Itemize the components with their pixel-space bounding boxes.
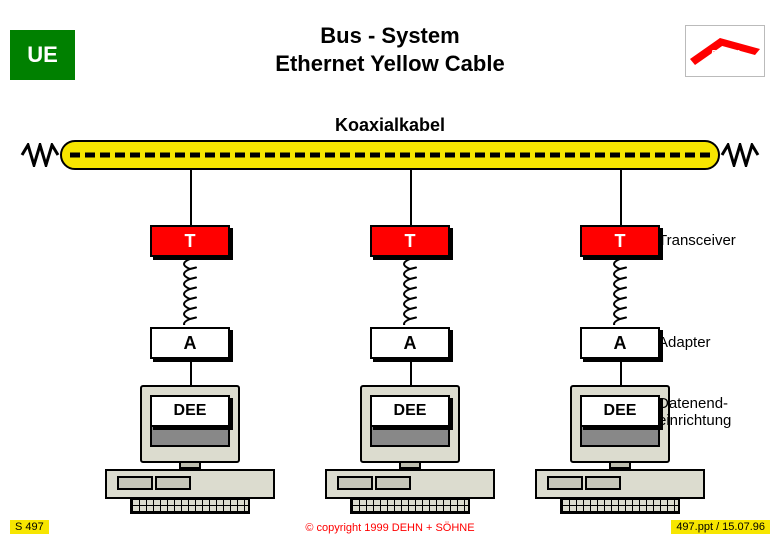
- terminator-right-icon: [720, 143, 760, 167]
- drop-cable-coil-icon: [180, 259, 200, 325]
- transceiver-box: T: [580, 225, 660, 257]
- dehn-logo-icon: DEHN: [690, 32, 760, 70]
- adapter-box: A: [150, 327, 230, 359]
- drop-line: [620, 170, 622, 225]
- legend-adapter: Adapter: [658, 334, 711, 351]
- transceiver-box: T: [370, 225, 450, 257]
- keyboard-icon: [130, 498, 250, 514]
- computer-base: [535, 469, 705, 499]
- title-line-1: Bus - System: [0, 22, 780, 50]
- drop-cable-coil-icon: [400, 259, 420, 325]
- keyboard-icon: [350, 498, 470, 514]
- drop-line: [190, 170, 192, 225]
- title-line-2: Ethernet Yellow Cable: [0, 50, 780, 78]
- drop-cable-coil-icon: [610, 259, 630, 325]
- copyright-text: © copyright 1999 DEHN + SÖHNE: [0, 522, 780, 534]
- dehn-logo: DEHN: [685, 25, 765, 77]
- coax-cable-core: [70, 153, 710, 158]
- coax-cable: [25, 140, 755, 170]
- adapter-box: A: [580, 327, 660, 359]
- svg-text:DEHN: DEHN: [711, 49, 740, 60]
- page-title: Bus - System Ethernet Yellow Cable: [0, 22, 780, 77]
- computer-base: [105, 469, 275, 499]
- terminator-left-icon: [20, 143, 60, 167]
- coax-cable-body: [60, 140, 720, 170]
- legend-transceiver: Transceiver: [658, 232, 736, 249]
- keyboard-icon: [560, 498, 680, 514]
- computer-base: [325, 469, 495, 499]
- legend-dee: Datenend- einrichtung: [658, 395, 731, 429]
- adapter-box: A: [370, 327, 450, 359]
- file-reference: 497.ppt / 15.07.96: [671, 520, 770, 534]
- drop-line: [410, 170, 412, 225]
- dee-box: DEE: [370, 395, 450, 427]
- transceiver-box: T: [150, 225, 230, 257]
- coax-cable-label: Koaxialkabel: [0, 115, 780, 136]
- dee-box: DEE: [580, 395, 660, 427]
- dee-box: DEE: [150, 395, 230, 427]
